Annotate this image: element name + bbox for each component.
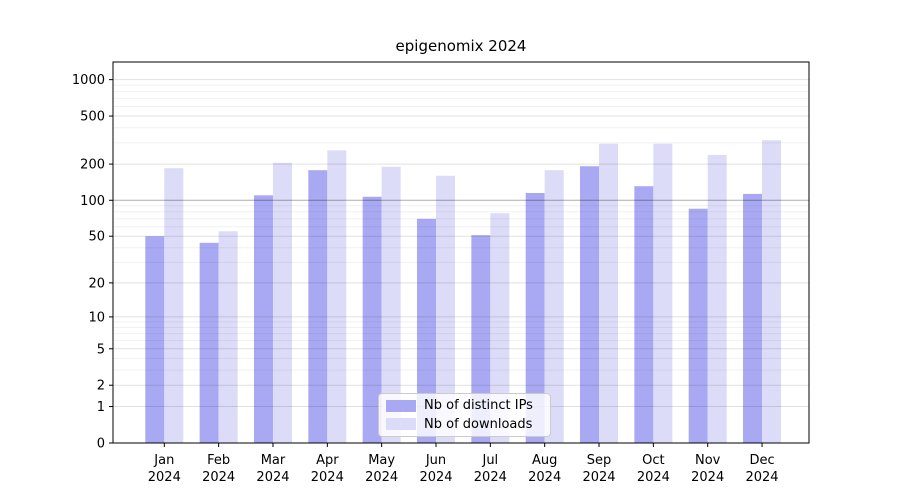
legend-label-distinct-ips: Nb of distinct IPs — [424, 398, 533, 414]
bar-downloads-sep-2024 — [599, 143, 619, 444]
bar-downloads-aug-2024 — [544, 170, 564, 443]
bar-downloads-jun-2024 — [436, 175, 455, 443]
bar-downloads-dec-2024 — [762, 140, 782, 443]
legend-label-downloads: Nb of downloads — [424, 416, 533, 432]
x-tick-label-month: Oct — [642, 453, 664, 468]
bar-distinct-ips-apr-2024 — [308, 170, 328, 443]
legend: Nb of distinct IPs Nb of downloads — [378, 393, 551, 437]
x-tick-label-year: 2024 — [148, 470, 181, 485]
bar-downloads-feb-2024 — [218, 231, 238, 443]
x-tick-label-month: Jun — [425, 453, 446, 468]
x-tick-label-month: Jan — [153, 453, 174, 468]
x-tick-label-year: 2024 — [365, 470, 398, 485]
y-tick-label-100: 100 — [80, 194, 105, 209]
y-tick-label-2: 2 — [97, 379, 105, 394]
x-tick-label-year: 2024 — [582, 470, 615, 485]
x-tick-label-month: Jul — [481, 453, 498, 468]
x-tick-label-year: 2024 — [419, 470, 452, 485]
bar-downloads-oct-2024 — [653, 143, 673, 444]
bar-downloads-apr-2024 — [327, 150, 347, 443]
legend-item-distinct-ips: Nb of distinct IPs — [386, 398, 543, 414]
bar-downloads-may-2024 — [381, 166, 401, 444]
x-tick-label-month: May — [368, 453, 395, 468]
plot-border — [112, 61, 810, 444]
y-tick-label-10: 10 — [88, 310, 105, 325]
bar-distinct-ips-may-2024 — [362, 196, 382, 443]
y-tick-label-50: 50 — [88, 230, 105, 245]
x-tick-label-month: Aug — [532, 453, 557, 468]
chart-title: epigenomix 2024 — [395, 37, 527, 55]
y-tick-label-20: 20 — [88, 276, 105, 291]
bar-distinct-ips-oct-2024 — [634, 186, 654, 444]
y-tick-label-5: 5 — [97, 342, 105, 357]
bar-distinct-ips-aug-2024 — [525, 192, 545, 443]
x-tick-label-year: 2024 — [474, 470, 507, 485]
bar-distinct-ips-nov-2024 — [688, 208, 708, 443]
x-tick-label-year: 2024 — [691, 470, 724, 485]
bar-distinct-ips-feb-2024 — [199, 242, 219, 443]
legend-swatch-downloads — [386, 418, 416, 431]
bar-downloads-jul-2024 — [490, 213, 510, 443]
bar-downloads-jan-2024 — [164, 168, 184, 443]
bar-distinct-ips-mar-2024 — [253, 195, 273, 443]
bar-distinct-ips-jul-2024 — [471, 235, 491, 443]
x-tick-label-month: Mar — [261, 453, 286, 468]
x-tick-label-month: Dec — [749, 453, 774, 468]
x-tick-label-year: 2024 — [202, 470, 235, 485]
x-tick-label-year: 2024 — [311, 470, 344, 485]
y-tick-label-500: 500 — [80, 110, 105, 125]
bar-distinct-ips-dec-2024 — [743, 193, 763, 443]
x-tick-label-year: 2024 — [528, 470, 561, 485]
x-tick-label-month: Sep — [587, 453, 612, 468]
legend-item-downloads: Nb of downloads — [386, 417, 543, 433]
x-tick-label-year: 2024 — [256, 470, 289, 485]
bar-downloads-nov-2024 — [707, 154, 727, 443]
bar-distinct-ips-sep-2024 — [580, 166, 600, 444]
x-tick-label-year: 2024 — [637, 470, 670, 485]
x-tick-label-month: Apr — [316, 453, 339, 468]
legend-swatch-distinct-ips — [386, 399, 416, 412]
x-tick-label-month: Feb — [207, 453, 230, 468]
y-tick-label-1: 1 — [97, 400, 105, 415]
x-tick-label-year: 2024 — [745, 470, 778, 485]
x-tick-label-month: Nov — [695, 453, 721, 468]
bar-distinct-ips-jan-2024 — [145, 236, 165, 443]
bar-distinct-ips-jun-2024 — [417, 218, 436, 443]
bar-downloads-mar-2024 — [272, 162, 292, 443]
y-tick-label-200: 200 — [80, 158, 105, 173]
y-tick-label-0: 0 — [97, 437, 105, 452]
y-tick-label-1000: 1000 — [72, 73, 105, 88]
